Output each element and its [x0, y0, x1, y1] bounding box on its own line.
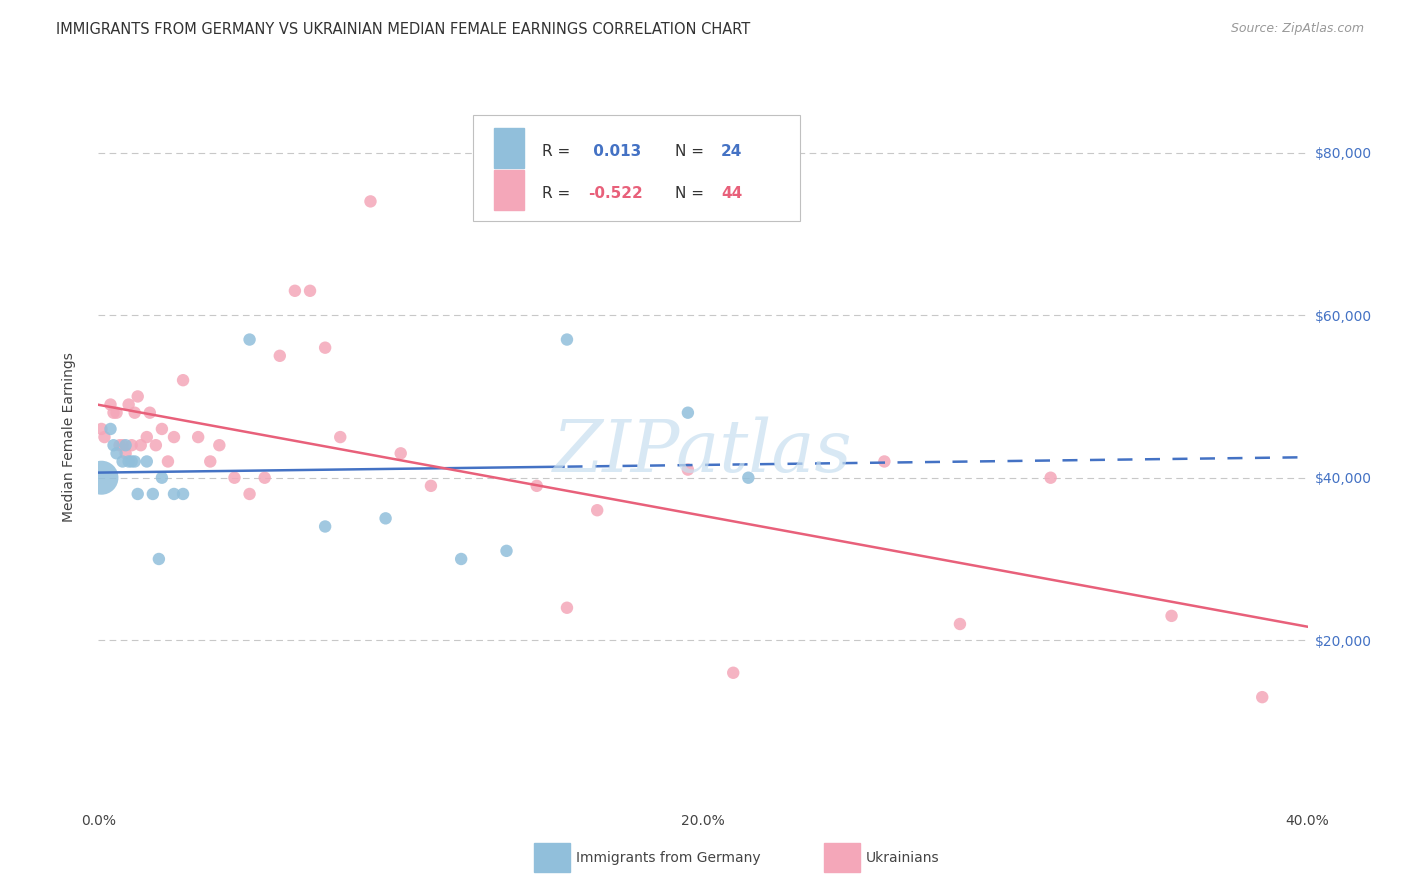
- Point: [135, 430, 157, 444]
- Point: [118, 454, 141, 468]
- Point: [135, 454, 157, 468]
- Point: [121, 454, 143, 468]
- Text: 44: 44: [721, 186, 742, 201]
- Point: [239, 333, 262, 347]
- Text: Source: ZipAtlas.com: Source: ZipAtlas.com: [1230, 22, 1364, 36]
- Point: [127, 487, 149, 501]
- Text: R =: R =: [543, 186, 575, 201]
- Point: [1251, 690, 1274, 705]
- Point: [495, 544, 517, 558]
- Point: [111, 454, 134, 468]
- Point: [156, 454, 179, 468]
- Point: [187, 430, 209, 444]
- Text: -0.522: -0.522: [588, 186, 643, 201]
- Point: [129, 438, 152, 452]
- Point: [586, 503, 609, 517]
- Y-axis label: Median Female Earnings: Median Female Earnings: [62, 352, 76, 522]
- Text: IMMIGRANTS FROM GERMANY VS UKRAINIAN MEDIAN FEMALE EARNINGS CORRELATION CHART: IMMIGRANTS FROM GERMANY VS UKRAINIAN MED…: [56, 22, 751, 37]
- Point: [114, 438, 136, 452]
- Point: [114, 446, 136, 460]
- Point: [111, 438, 134, 452]
- Text: N =: N =: [675, 186, 709, 201]
- Point: [124, 406, 146, 420]
- Point: [103, 438, 125, 452]
- Point: [224, 471, 246, 485]
- Point: [108, 438, 131, 452]
- Point: [100, 422, 122, 436]
- Point: [450, 552, 472, 566]
- Point: [389, 446, 412, 460]
- Point: [873, 454, 896, 468]
- Point: [118, 398, 141, 412]
- Bar: [534, 843, 569, 872]
- Bar: [494, 128, 524, 168]
- Text: 0.013: 0.013: [588, 144, 641, 159]
- Point: [200, 454, 222, 468]
- Point: [127, 389, 149, 403]
- Point: [360, 194, 382, 209]
- Point: [172, 487, 194, 501]
- Point: [269, 349, 291, 363]
- Point: [105, 406, 128, 420]
- Point: [103, 406, 125, 420]
- Point: [150, 471, 173, 485]
- Bar: [494, 170, 524, 211]
- Point: [676, 406, 699, 420]
- Text: R =: R =: [543, 144, 575, 159]
- Point: [314, 341, 336, 355]
- Point: [676, 462, 699, 476]
- Point: [420, 479, 443, 493]
- Point: [100, 398, 122, 412]
- Point: [239, 487, 262, 501]
- Point: [163, 487, 186, 501]
- Point: [253, 471, 276, 485]
- Point: [105, 446, 128, 460]
- Point: [124, 454, 146, 468]
- Point: [93, 430, 115, 444]
- Point: [723, 665, 745, 680]
- Point: [1039, 471, 1062, 485]
- Text: 24: 24: [721, 144, 742, 159]
- Point: [150, 422, 173, 436]
- Point: [142, 487, 165, 501]
- Text: Immigrants from Germany: Immigrants from Germany: [576, 851, 761, 864]
- Point: [314, 519, 336, 533]
- Point: [329, 430, 352, 444]
- Point: [139, 406, 162, 420]
- FancyBboxPatch shape: [474, 115, 800, 221]
- Point: [555, 333, 578, 347]
- Point: [148, 552, 170, 566]
- Point: [90, 471, 112, 485]
- Point: [208, 438, 231, 452]
- Point: [163, 430, 186, 444]
- Point: [172, 373, 194, 387]
- Point: [284, 284, 307, 298]
- Point: [299, 284, 322, 298]
- Point: [737, 471, 759, 485]
- Point: [121, 438, 143, 452]
- Point: [145, 438, 167, 452]
- Text: N =: N =: [675, 144, 709, 159]
- Text: ZIPatlas: ZIPatlas: [553, 417, 853, 487]
- Point: [374, 511, 396, 525]
- Bar: [824, 843, 860, 872]
- Point: [90, 422, 112, 436]
- Point: [1160, 608, 1182, 623]
- Point: [949, 617, 972, 632]
- Point: [555, 600, 578, 615]
- Text: Ukrainians: Ukrainians: [866, 851, 939, 864]
- Point: [526, 479, 548, 493]
